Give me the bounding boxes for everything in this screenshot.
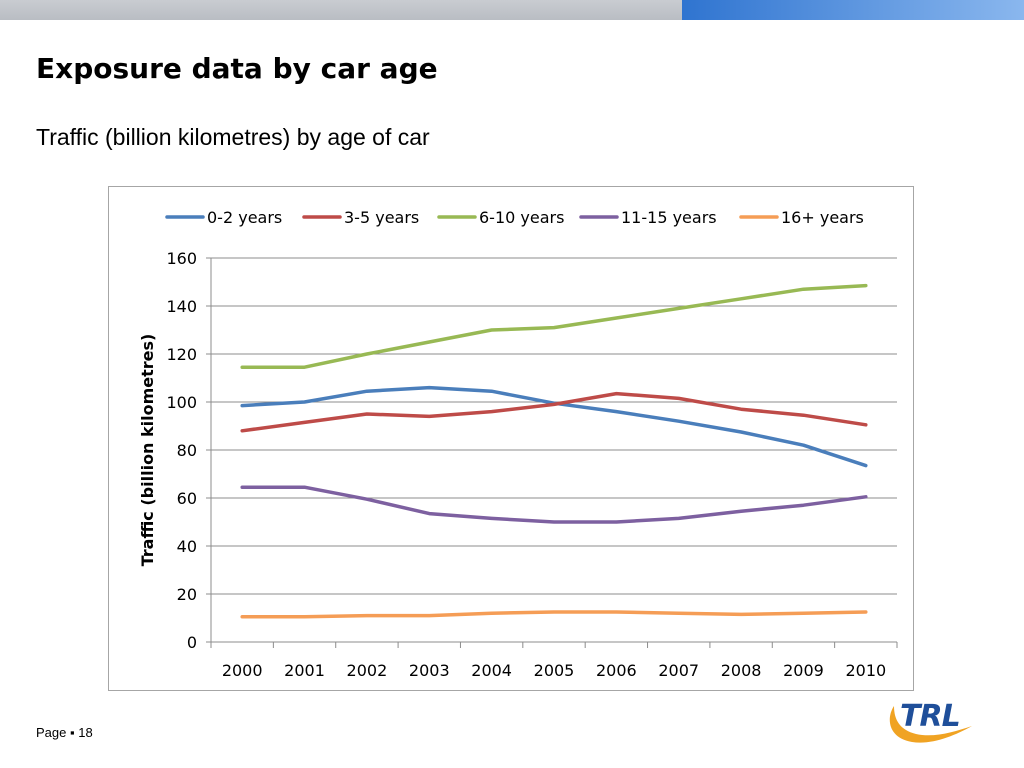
- y-tick-label: 60: [177, 489, 197, 508]
- y-tick-label: 40: [177, 537, 197, 556]
- x-tick-label: 2007: [658, 661, 699, 680]
- slide-subtitle: Traffic (billion kilometres) by age of c…: [36, 124, 430, 150]
- y-tick-label: 160: [166, 249, 197, 268]
- y-tick-label: 20: [177, 585, 197, 604]
- top-banner: [0, 0, 1024, 20]
- trl-logo: TRL: [889, 699, 972, 743]
- legend-label: 0-2 years: [207, 208, 282, 227]
- page-separator: ▪: [70, 725, 75, 740]
- page-footer: Page ▪ 18: [36, 725, 93, 740]
- x-tick-label: 2004: [471, 661, 512, 680]
- x-tick-label: 2005: [534, 661, 575, 680]
- x-tick-label: 2009: [783, 661, 824, 680]
- x-tick-label: 2008: [721, 661, 762, 680]
- series-line: [240, 391, 868, 433]
- series-line: [240, 485, 868, 524]
- page-label: Page: [36, 725, 67, 740]
- y-tick-label: 100: [166, 393, 197, 412]
- x-tick-label: 2006: [596, 661, 637, 680]
- y-tick-label: 120: [166, 345, 197, 364]
- page-number: 18: [78, 725, 93, 740]
- y-axis-title: Traffic (billion kilometres): [138, 334, 157, 567]
- top-banner-gray: [0, 0, 682, 20]
- legend-label: 11-15 years: [621, 208, 717, 227]
- x-tick-label: 2003: [409, 661, 450, 680]
- series-line: [240, 385, 868, 468]
- legend-label: 16+ years: [781, 208, 864, 227]
- trl-logo-swoosh: [889, 706, 972, 743]
- line-chart: 0 20 40 60 80 100 120 140 160 2000 2001 2002 2003 200…: [138, 208, 898, 680]
- y-tick-label: 140: [166, 297, 197, 316]
- series-line: [240, 283, 868, 369]
- y-tick-label: 0: [187, 633, 197, 652]
- legend-label: 6-10 years: [479, 208, 564, 227]
- chart-frame: 0 20 40 60 80 100 120 140 160 2000 2001 2002 2003 200…: [108, 186, 914, 691]
- trl-logo-text: TRL: [900, 699, 960, 734]
- slide-title: Exposure data by car age: [36, 52, 438, 85]
- x-tick-label: 2000: [222, 661, 263, 680]
- top-banner-blue: [682, 0, 1024, 20]
- x-tick-label: 2010: [845, 661, 886, 680]
- legend-label: 3-5 years: [344, 208, 419, 227]
- y-tick-label: 80: [177, 441, 197, 460]
- series-line: [240, 610, 868, 619]
- x-tick-label: 2002: [347, 661, 388, 680]
- x-tick-label: 2001: [284, 661, 325, 680]
